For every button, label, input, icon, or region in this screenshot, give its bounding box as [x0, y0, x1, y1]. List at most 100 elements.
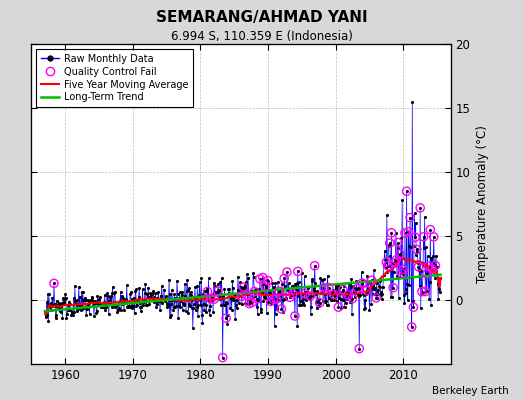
Point — [121, 297, 129, 303]
Point — [219, 293, 227, 300]
Point — [299, 300, 307, 306]
Point — [406, 214, 414, 221]
Point — [172, 303, 181, 309]
Point — [292, 287, 300, 294]
Point — [93, 293, 102, 300]
Point — [217, 302, 225, 308]
Text: Berkeley Earth: Berkeley Earth — [432, 386, 508, 396]
Point — [158, 300, 167, 306]
Point — [290, 290, 299, 297]
Point — [115, 305, 123, 312]
Point — [124, 303, 132, 309]
Point — [427, 302, 435, 308]
Point — [304, 284, 313, 290]
Point — [288, 283, 296, 290]
Point — [219, 354, 227, 361]
Point — [376, 278, 384, 284]
Point — [261, 294, 269, 301]
Point — [285, 280, 293, 286]
Point — [192, 304, 201, 310]
Point — [206, 303, 214, 309]
Point — [161, 296, 169, 302]
Point — [173, 291, 182, 298]
Point — [59, 299, 68, 305]
Point — [343, 296, 352, 303]
Point — [154, 289, 162, 295]
Point — [58, 300, 66, 306]
Point — [160, 286, 168, 293]
Point — [110, 303, 118, 309]
Point — [423, 271, 431, 277]
Point — [210, 296, 219, 302]
Point — [389, 284, 397, 291]
Point — [141, 280, 149, 287]
Point — [297, 302, 305, 309]
Point — [123, 282, 131, 288]
Point — [340, 283, 348, 289]
Point — [260, 281, 268, 287]
Point — [357, 269, 366, 276]
Point — [261, 283, 270, 289]
Point — [255, 286, 263, 292]
Point — [286, 294, 294, 300]
Point — [144, 285, 152, 292]
Point — [51, 300, 59, 307]
Point — [194, 312, 202, 319]
Point — [294, 279, 303, 285]
Point — [386, 252, 395, 259]
Point — [149, 288, 158, 295]
Point — [66, 301, 74, 307]
Point — [196, 302, 205, 308]
Point — [166, 291, 174, 297]
Point — [383, 269, 391, 275]
Point — [74, 284, 83, 290]
Point — [359, 277, 367, 283]
Point — [404, 228, 412, 235]
Point — [248, 299, 256, 306]
Point — [420, 214, 429, 220]
Point — [80, 297, 89, 303]
Point — [342, 300, 350, 306]
Point — [318, 276, 326, 283]
Point — [346, 284, 355, 290]
Point — [253, 304, 261, 310]
Point — [162, 296, 170, 302]
Point — [231, 292, 239, 298]
Point — [369, 282, 378, 288]
Point — [184, 310, 192, 316]
Point — [430, 234, 438, 240]
Point — [191, 307, 200, 314]
Point — [287, 292, 295, 298]
Point — [309, 292, 317, 299]
Point — [419, 234, 428, 240]
Point — [140, 290, 149, 296]
Point — [356, 284, 364, 291]
Point — [100, 304, 108, 310]
Point — [373, 295, 381, 301]
Point — [276, 292, 284, 299]
Point — [95, 300, 104, 307]
Point — [390, 260, 398, 266]
Point — [176, 289, 184, 296]
Point — [249, 270, 257, 276]
Point — [108, 290, 116, 296]
Point — [432, 264, 441, 270]
Point — [355, 346, 364, 352]
Point — [399, 266, 408, 273]
Point — [102, 303, 111, 310]
Point — [345, 294, 353, 300]
Point — [183, 277, 191, 284]
Point — [374, 291, 383, 298]
Point — [400, 300, 409, 306]
Point — [412, 246, 421, 253]
Point — [69, 311, 77, 318]
Point — [409, 298, 417, 304]
Point — [286, 294, 294, 300]
Point — [321, 291, 330, 298]
Point — [48, 295, 57, 302]
Point — [378, 296, 386, 302]
Point — [101, 292, 109, 298]
Point — [142, 302, 150, 308]
Point — [166, 314, 174, 320]
Point — [409, 304, 418, 310]
